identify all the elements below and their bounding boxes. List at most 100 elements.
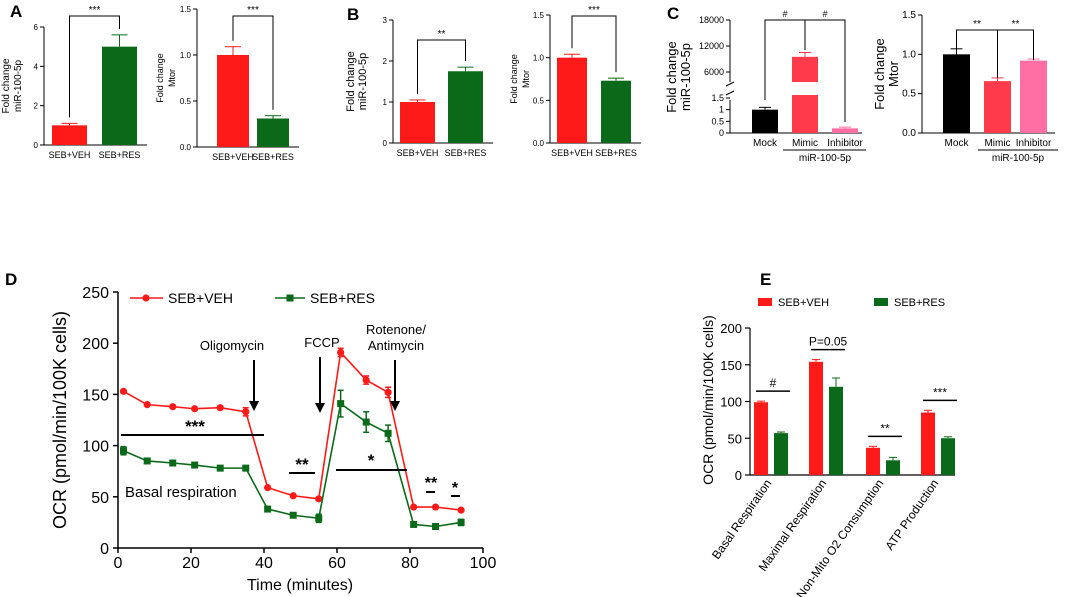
C1-bar-0 [752,109,778,133]
D-series-0-point [362,376,370,384]
E-bar-1-1 [829,386,843,475]
E-ylabel: OCR (pmol/min/100K cells) [700,315,716,485]
C2-sig-1-label: ** [973,19,981,30]
C2-ytick-label: 1.0 [902,49,916,60]
B1-sig-label: ** [438,29,446,40]
D-sig-1: *** [185,417,205,436]
D-ytick-label: 50 [91,490,109,507]
D-rotenone-label-2: Antimycin [368,338,424,353]
C2-xtick-label: Inhibitor [1016,138,1052,149]
D-ytick-label: 200 [82,336,109,353]
D-series-0-point [410,503,418,511]
E-ytick-label: 200 [720,321,742,336]
B2-ytick-label: 1.0 [533,54,545,63]
B1-ytick-label: 0 [383,139,388,148]
C2-xtick-label: Mimic [984,138,1010,149]
D-oligomycin-arrow-head [249,401,259,411]
D-sig-4: ** [425,475,438,492]
C1-axis-break [725,81,735,87]
C2-ytick-label: 0.0 [902,128,916,139]
D-sig-2: ** [295,455,309,474]
E-bar-0-0 [754,402,768,475]
D-legend-veh-label: SEB+VEH [168,290,233,306]
C1-xtick-label: Inhibitor [827,138,863,149]
E-ytick-label: 0 [735,468,742,483]
C1-axis-break [725,90,735,96]
B2-xtick-label: SEB+VEH [551,148,593,158]
D-series-1-point [384,429,392,437]
D-series-0-point [384,388,392,396]
D-rotenone-label-1: Rotenone/ [366,322,426,337]
D-series-0-point [169,403,177,411]
panel-label-c: C [667,4,679,23]
D-ytick-label: 0 [100,541,109,558]
D-sig-3: * [368,451,375,470]
C2-sig-2-bracket [997,29,1034,78]
E-bar-2-0 [866,447,880,475]
D-series-1-point [264,505,272,513]
A1-sig-bracket [69,15,120,118]
D-series-1-point [216,464,224,472]
B2-sig-bracket [571,15,617,73]
B1-ylabel: miR-100-5p [357,53,369,110]
E-sig-0: # [770,376,777,390]
A1-sig-label: *** [89,5,101,16]
C2-bar-2 [1020,60,1047,134]
D-series-1-point [410,520,418,528]
C1-ytick-label: 1.5 [711,93,724,103]
D-ytick-label: 250 [82,285,109,302]
C1-ytick-label: 6000 [704,67,724,77]
D-ytick-label: 100 [82,439,109,456]
E-legend-res-swatch [874,298,888,306]
D-ylabel: OCR (pmol/min/100K cells) [50,311,70,529]
D-series-1-point [289,511,297,519]
E-ytick-label: 150 [720,358,742,373]
C2-ytick-label: 0.5 [902,89,916,100]
D-legend-res-marker [286,294,294,302]
C2-xtick-label: Mock [945,138,970,149]
A1-ytick-label: 0 [34,141,39,150]
D-xtick-label: 0 [114,555,123,572]
A2-ylabel: Mtor [167,69,177,87]
C2-bar-0 [943,54,970,134]
C2-ytick-label: 1.5 [902,10,916,21]
panel-label-a: A [10,2,22,21]
D-series-0-point [264,483,272,492]
B2-ytick-label: 0.5 [533,96,545,105]
D-legend-res-label: SEB+RES [310,290,375,306]
C1-ylabel: miR-100-5p [678,43,693,111]
A2-xtick-label: SEB+RES [252,152,294,162]
D-series-1-point [119,447,127,455]
D-ytick-label: 150 [82,387,109,404]
D-legend-veh-marker [142,294,150,302]
D-series-0-point [457,506,465,514]
A2-ytick-label: 0.0 [180,143,192,152]
E-sig-2: ** [880,421,890,435]
D-series-1-point [432,522,440,530]
C1-sig-2-label: # [822,9,827,19]
B1-ytick-label: 3 [383,16,388,25]
B1-xtick-label: SEB+VEH [397,148,439,158]
C1-group-label: miR-100-5p [799,153,852,164]
B2-ylabel: Mtor [521,70,531,88]
panel-label-b: B [347,5,359,24]
C1-ytick-label: 12000 [699,41,724,51]
D-series-0-point [289,492,297,500]
C1-ytick-label: 0 [719,128,724,138]
D-series-0-point [216,404,224,412]
B2-ylabel: Fold change [509,54,519,104]
B2-ytick-label: 1.5 [533,11,545,20]
A2-sig-label: *** [247,5,259,16]
A1-ytick-label: 2 [34,102,39,111]
E-xtick-label: ATP Production [882,477,941,553]
D-fccp-arrow-head [315,403,325,413]
E-sig-3: *** [933,385,947,399]
D-series-1-point [337,400,345,408]
A1-ylabel: miR-100-5p [13,59,24,112]
C1-ytick-label: 1 [719,105,724,115]
B2-bar-0 [557,57,587,143]
A2-ytick-label: 1.5 [180,5,192,14]
A1-bar-1 [102,46,137,145]
